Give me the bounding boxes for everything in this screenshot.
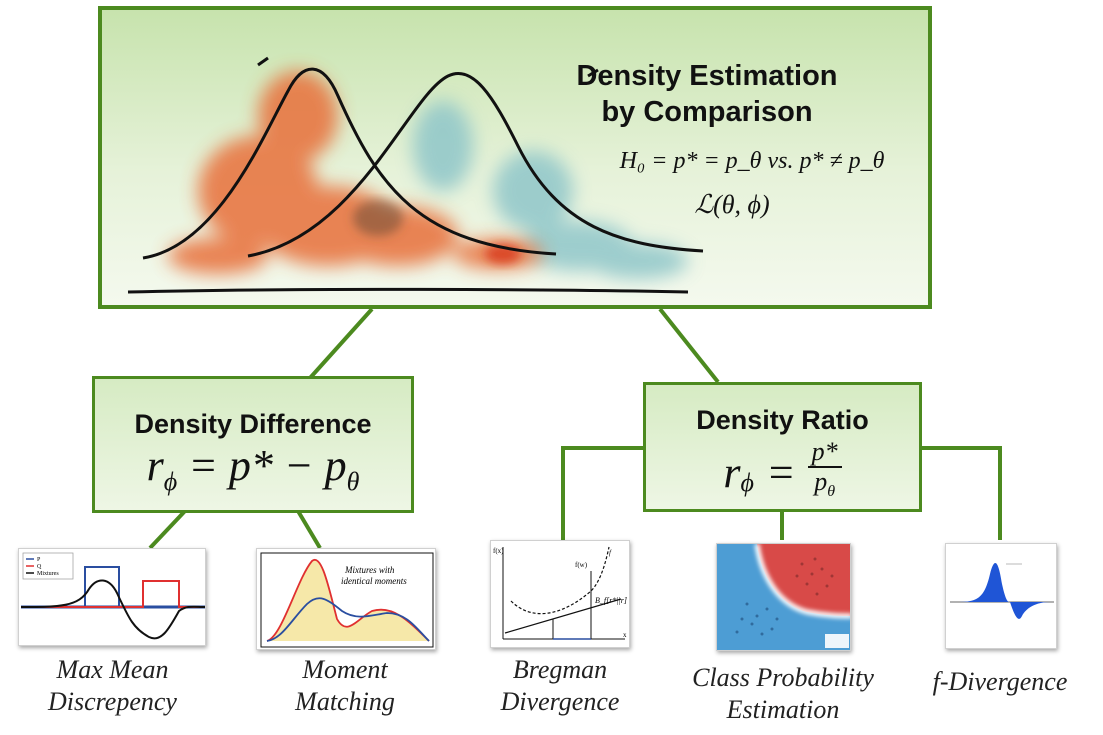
svg-text:Mixtures with: Mixtures with	[344, 565, 395, 575]
bregman-thumbnail: f(x) f f(w) B_f[r*||r] x	[490, 540, 630, 648]
svg-text:f(w): f(w)	[575, 561, 588, 569]
density-difference-formula: rϕ = p* − pθ	[146, 441, 360, 496]
svg-text:B_f[r*||r]: B_f[r*||r]	[595, 596, 627, 605]
svg-text:x: x	[623, 631, 627, 639]
density-ratio-title: Density Ratio	[696, 405, 869, 435]
loss-formula: ℒ(θ, ϕ)	[694, 190, 770, 219]
moment-matching-thumbnail: Mixtures with identical moments	[256, 548, 436, 650]
f-divergence-thumbnail	[945, 543, 1057, 649]
svg-text:f(x): f(x)	[493, 547, 504, 555]
ratio-numerator: p*	[807, 438, 842, 468]
svg-text:f: f	[609, 549, 612, 557]
leaf-label-bregman: Bregman Divergence	[500, 655, 620, 716]
svg-text:identical moments: identical moments	[341, 576, 407, 586]
ratio-denominator: pθ	[814, 467, 836, 501]
leaf-label-f-divergence: f-Divergence	[932, 667, 1068, 696]
class-probability-thumbnail	[716, 543, 851, 651]
hypothesis-formula: H₀ = p* = p_θ vs. p* ≠ p_θ	[619, 148, 885, 174]
leaf-label-mmd: Max Mean Discrepency	[48, 655, 177, 716]
density-difference-title: Density Difference	[134, 409, 372, 439]
leaf-label-class-probability: Class Probability Estimation	[692, 663, 874, 724]
density-difference-box: Density Difference rϕ = p* − pθ	[92, 376, 414, 513]
top-title-line1: Density Estimation	[576, 60, 838, 92]
svg-text:P: P	[37, 557, 41, 563]
leaf-label-moment: Moment Matching	[295, 655, 395, 716]
svg-text:Mixtures: Mixtures	[37, 571, 59, 577]
svg-text:Q: Q	[37, 564, 42, 570]
top-box: Density Estimation by Comparison H₀ = p*…	[98, 6, 932, 309]
density-illustration	[127, 56, 704, 294]
top-title-line2: by Comparison	[601, 96, 813, 128]
mmd-thumbnail: P Q Mixtures	[18, 548, 206, 646]
